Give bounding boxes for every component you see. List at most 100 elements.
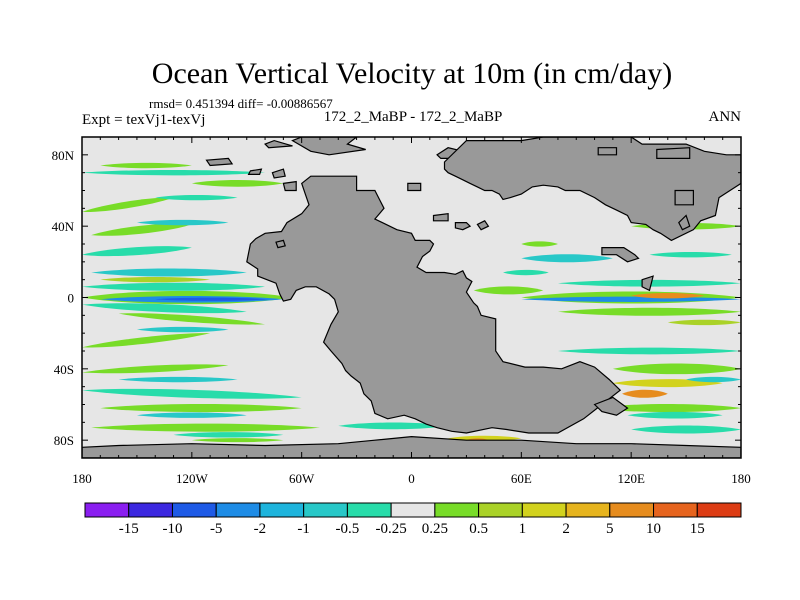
velocity-band xyxy=(82,197,174,212)
x-tick-label: 60W xyxy=(289,471,315,486)
colorbar-swatch xyxy=(259,502,305,518)
velocity-band xyxy=(82,364,229,374)
velocity-band xyxy=(91,223,192,236)
colorbar-swatch xyxy=(303,502,348,518)
land-mass xyxy=(247,168,263,175)
land-mass xyxy=(454,222,472,231)
velocity-band xyxy=(82,303,247,314)
velocity-band xyxy=(118,313,266,325)
velocity-band xyxy=(136,412,247,418)
expt-label: Expt = texVj1-texVj xyxy=(82,112,205,128)
colorbar-swatch xyxy=(565,502,611,518)
colorbar-label: 15 xyxy=(690,521,705,537)
map-ticks: 180 120W 60W 0 60E 120E 180 80N 40N 0 40S 80S xyxy=(52,137,751,486)
colorbar: -15 -10 -5 -2 -1 -0.5 -0.25 0.25 0.5 1 2 5 10 15 xyxy=(84,502,742,537)
colorbar-swatch xyxy=(696,502,742,518)
velocity-band xyxy=(82,282,266,291)
colorbar-label: 0.25 xyxy=(422,521,448,537)
map-plot xyxy=(82,137,741,458)
land-mass xyxy=(601,247,640,263)
land-mass xyxy=(593,396,629,416)
colorbar-label: -0.5 xyxy=(336,521,360,537)
velocity-band xyxy=(82,388,302,399)
chart-title: Ocean Vertical Velocity at 10m (in cm/da… xyxy=(152,57,672,90)
velocity-band xyxy=(631,293,705,299)
velocity-band xyxy=(100,276,211,283)
velocity-band xyxy=(631,425,741,434)
velocity-band xyxy=(612,363,741,375)
velocity-band xyxy=(136,326,229,333)
x-tick-label: 180 xyxy=(72,471,92,486)
colorbar-label: -0.25 xyxy=(376,521,407,537)
colorbar-swatch xyxy=(346,502,392,518)
velocity-band xyxy=(521,254,613,263)
velocity-band xyxy=(91,268,247,277)
land-mass xyxy=(246,175,622,434)
land-mass xyxy=(641,275,654,292)
land-mass xyxy=(407,182,422,192)
velocity-band xyxy=(338,422,449,430)
land-mass xyxy=(674,189,695,206)
colorbar-label: 1 xyxy=(519,521,527,537)
y-tick-label: 0 xyxy=(68,291,75,306)
x-tick-label: 0 xyxy=(408,471,415,486)
y-tick-label: 80S xyxy=(54,433,74,448)
colorbar-swatch xyxy=(609,502,655,518)
land-mass xyxy=(476,220,490,231)
land-mass xyxy=(291,137,366,156)
colorbar-label: -1 xyxy=(297,521,310,537)
y-tick-label: 40N xyxy=(52,219,75,234)
velocity-band xyxy=(118,376,238,383)
land-mass xyxy=(264,139,293,149)
land-mass xyxy=(678,214,691,231)
velocity-band xyxy=(82,246,192,257)
land-mass xyxy=(656,147,691,159)
colorbar-swatch xyxy=(521,502,567,518)
velocity-band xyxy=(649,252,732,258)
velocity-band xyxy=(191,180,284,187)
velocity-band xyxy=(155,194,238,201)
colorbar-label: 0.5 xyxy=(469,521,488,537)
colorbar-swatch xyxy=(390,502,436,518)
velocity-band xyxy=(503,269,549,276)
velocity-band xyxy=(100,162,192,169)
velocity-band xyxy=(594,404,741,413)
land-mass xyxy=(282,180,297,192)
land-mass xyxy=(205,157,234,167)
y-tick-label: 40S xyxy=(54,362,74,377)
x-tick-label: 180 xyxy=(731,471,751,486)
x-tick-label: 60E xyxy=(511,471,532,486)
land-mass xyxy=(443,137,741,242)
stats-line: rmsd= 0.451394 diff= -0.00886567 xyxy=(149,96,333,111)
colorbar-label: 5 xyxy=(606,521,614,537)
velocity-band xyxy=(82,333,211,348)
colorbar-swatch xyxy=(653,502,698,518)
land-mass xyxy=(432,213,449,222)
colorbar-label: -15 xyxy=(119,521,139,537)
velocity-band xyxy=(155,297,269,301)
land-mass xyxy=(275,239,286,249)
velocity-band xyxy=(136,219,229,226)
colorbar-label: 10 xyxy=(646,521,661,537)
x-tick-label: 120W xyxy=(176,471,209,486)
velocity-band xyxy=(686,376,741,383)
colorbar-swatch xyxy=(84,502,130,518)
velocity-band xyxy=(627,411,723,419)
velocity-band xyxy=(173,432,284,438)
y-tick-label: 80N xyxy=(52,148,75,163)
velocity-band xyxy=(622,389,668,398)
x-tick-label: 120E xyxy=(617,471,645,486)
colorbar-swatch xyxy=(171,502,217,518)
colorbar-label: -10 xyxy=(162,521,182,537)
land-mass xyxy=(82,435,741,458)
land-masses xyxy=(82,137,741,458)
velocity-band xyxy=(473,286,544,295)
colorbar-swatch xyxy=(434,502,480,518)
colorbar-swatch xyxy=(215,502,261,518)
land-mass xyxy=(271,168,286,179)
velocity-band xyxy=(82,169,266,176)
velocity-band xyxy=(557,307,741,316)
velocity-band xyxy=(91,423,320,432)
land-mass xyxy=(597,147,618,156)
colorbar-swatch xyxy=(478,502,523,518)
